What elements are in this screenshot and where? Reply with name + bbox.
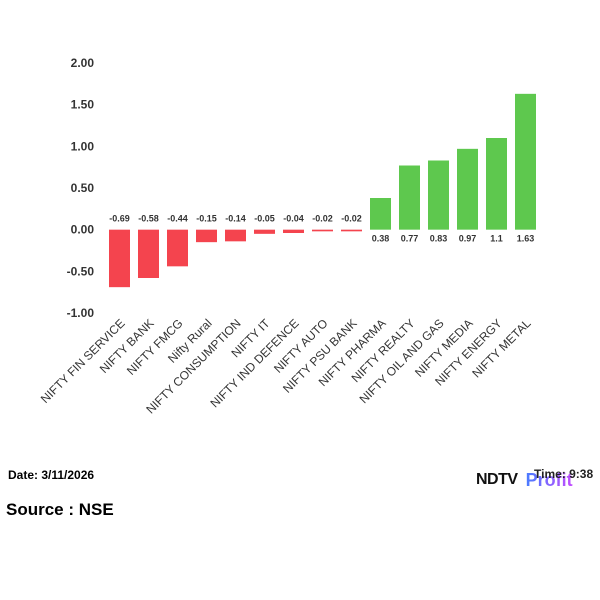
data-label: -0.15 xyxy=(196,214,217,224)
date-label: Date: 3/11/2026 xyxy=(8,468,95,482)
bar xyxy=(370,198,391,230)
y-tick-label: -1.00 xyxy=(67,306,95,320)
data-label: -0.05 xyxy=(254,214,275,224)
bar xyxy=(486,138,507,230)
data-label: -0.02 xyxy=(341,214,362,224)
bar xyxy=(254,229,275,234)
y-tick-label: 1.50 xyxy=(71,98,95,112)
bar xyxy=(341,229,362,232)
y-tick-label: 1.00 xyxy=(71,139,95,153)
y-tick-label: 0.00 xyxy=(71,223,95,237)
bar xyxy=(138,229,159,278)
ndtv-profit-logo: NDTV Profit xyxy=(476,469,573,491)
y-axis: 2.00 1.50 1.00 0.50 0.00 -0.50 -1.00 xyxy=(67,56,95,320)
data-label: 0.83 xyxy=(430,234,448,244)
data-label: 0.97 xyxy=(459,234,477,244)
data-label: 0.38 xyxy=(372,234,390,244)
profit-logo: Profit xyxy=(525,469,573,490)
bar xyxy=(196,229,217,243)
y-tick-label: 0.50 xyxy=(71,181,95,195)
bar xyxy=(428,160,449,230)
bar xyxy=(109,229,130,288)
data-label: -0.44 xyxy=(167,214,188,224)
data-label: -0.02 xyxy=(312,214,333,224)
source-label: Source : NSE xyxy=(6,500,114,519)
bars: -0.69 -0.58 -0.44 -0.15 -0.14 -0.05 -0.04 -0.02… xyxy=(109,93,536,288)
bar xyxy=(515,93,536,230)
data-label: 0.77 xyxy=(401,234,419,244)
bar xyxy=(167,229,188,267)
bar xyxy=(225,229,246,242)
y-tick-label: -0.50 xyxy=(67,264,95,278)
data-label: -0.58 xyxy=(138,214,159,224)
bar xyxy=(399,165,420,230)
time-label: Time: 9:38 xyxy=(534,467,594,481)
data-label: -0.04 xyxy=(283,214,304,224)
sector-bar-chart: 2.00 1.50 1.00 0.50 0.00 -0.50 -1.00 -0.69 -0.5… xyxy=(38,56,536,417)
data-label: -0.69 xyxy=(109,214,130,224)
data-label: 1.63 xyxy=(517,234,535,244)
bar xyxy=(457,148,478,230)
data-label: -0.14 xyxy=(225,214,246,224)
y-tick-label: 2.00 xyxy=(71,56,95,70)
data-label: 1.1 xyxy=(490,234,503,244)
bar xyxy=(312,229,333,232)
bar xyxy=(283,229,304,233)
ndtv-logo: NDTV xyxy=(476,471,518,488)
